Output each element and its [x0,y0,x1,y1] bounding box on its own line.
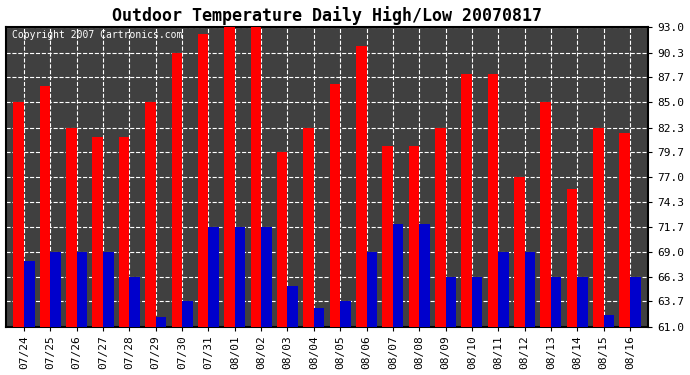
Bar [420,224,430,327]
Bar [50,252,61,327]
Bar [551,277,562,327]
Bar [66,128,77,327]
Bar [182,302,193,327]
Bar [304,128,314,327]
Bar [145,102,156,327]
Bar [630,277,640,327]
Bar [77,252,87,327]
Bar [356,46,366,327]
Bar [24,261,34,327]
Bar [198,34,208,327]
Bar [119,137,130,327]
Bar [578,277,588,327]
Bar [566,189,578,327]
Bar [620,133,630,327]
Bar [224,27,235,327]
Bar [314,308,324,327]
Bar [208,226,219,327]
Bar [462,74,472,327]
Bar [435,128,446,327]
Bar [446,277,456,327]
Bar [235,226,246,327]
Bar [366,252,377,327]
Bar [540,102,551,327]
Bar [14,102,24,327]
Bar [172,53,182,327]
Bar [92,137,103,327]
Bar [340,302,351,327]
Bar [250,27,261,327]
Bar [498,252,509,327]
Bar [472,277,482,327]
Text: Copyright 2007 Cartronics.com: Copyright 2007 Cartronics.com [12,30,182,40]
Bar [288,286,298,327]
Bar [330,84,340,327]
Bar [382,146,393,327]
Bar [103,252,114,327]
Bar [40,86,50,327]
Bar [593,128,604,327]
Bar [408,146,420,327]
Title: Outdoor Temperature Daily High/Low 20070817: Outdoor Temperature Daily High/Low 20070… [112,6,542,24]
Bar [514,177,524,327]
Bar [393,224,404,327]
Bar [277,152,288,327]
Bar [488,74,498,327]
Bar [156,317,166,327]
Bar [524,252,535,327]
Bar [261,226,272,327]
Bar [130,277,140,327]
Bar [604,315,614,327]
